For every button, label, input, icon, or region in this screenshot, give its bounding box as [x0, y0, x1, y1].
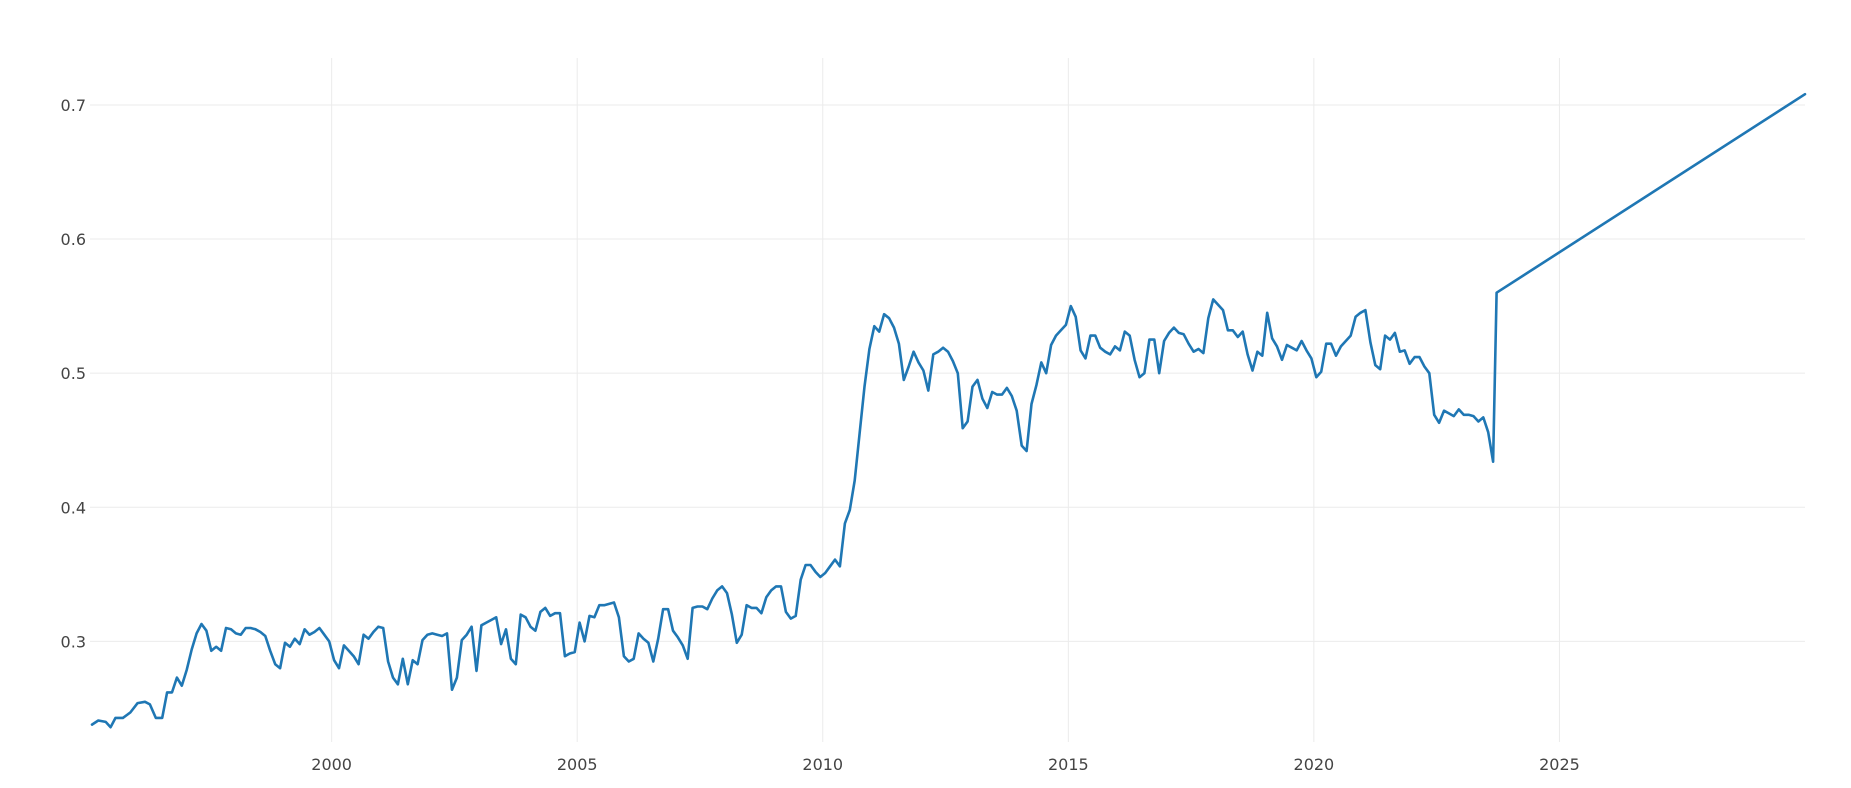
y-tick-label: 0.6 [61, 230, 86, 249]
y-tick-label: 0.5 [61, 364, 86, 383]
x-tick-label: 2025 [1539, 755, 1580, 774]
y-tick-label: 0.7 [61, 96, 86, 115]
y-tick-label: 0.4 [61, 498, 86, 517]
x-tick-label: 2005 [557, 755, 598, 774]
x-tick-label: 2000 [311, 755, 352, 774]
x-tick-label: 2015 [1048, 755, 1089, 774]
y-tick-label: 0.3 [61, 632, 86, 651]
x-axis-tick-labels: 2000 2005 2010 2015 2020 2025 [311, 755, 1580, 774]
y-axis-tick-labels: 0.3 0.4 0.5 0.6 0.7 [61, 96, 86, 651]
series-line [90, 92, 1807, 729]
series-group [90, 92, 1807, 729]
x-tick-label: 2010 [802, 755, 843, 774]
gridlines [90, 58, 1805, 742]
x-tick-label: 2020 [1294, 755, 1335, 774]
